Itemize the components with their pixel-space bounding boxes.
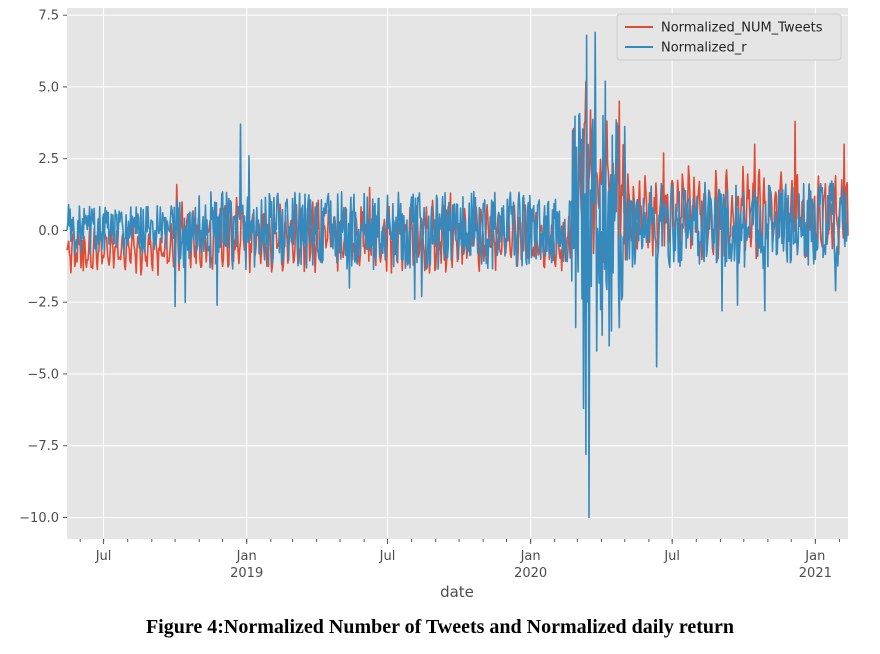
x-tick-year-label: 2021 <box>799 566 832 581</box>
y-tick-label: 5.0 <box>38 80 59 95</box>
y-tick-label: −5.0 <box>27 367 59 382</box>
legend-entry-label: Normalized_NUM_Tweets <box>661 21 823 36</box>
legend: Normalized_NUM_Tweets Normalized_r <box>616 13 842 61</box>
line-chart: 7.5 5.0 2.5 0.0 −2.5 −5.0 −7.5 −10.0 Jul Jan 2019… <box>19 8 849 601</box>
series-line-normalized-r <box>66 31 849 519</box>
y-tick-label: −7.5 <box>27 439 59 454</box>
y-tick-label: 7.5 <box>38 9 59 24</box>
x-tick-year-label: 2019 <box>230 566 263 581</box>
x-tick-label: Jan <box>520 549 541 564</box>
x-axis-label: date <box>440 583 474 601</box>
x-axis-ticks: Jul Jan 2019 Jul Jan 2020 Jul Jan 2021 <box>79 539 840 581</box>
legend-box <box>616 13 842 61</box>
x-tick-label: Jul <box>95 549 112 564</box>
chart-figure: 7.5 5.0 2.5 0.0 −2.5 −5.0 −7.5 −10.0 Jul Jan 2019… <box>19 8 849 601</box>
y-tick-label: 2.5 <box>38 152 59 167</box>
legend-entry-label: Normalized_r <box>661 41 747 56</box>
y-axis-ticks: 7.5 5.0 2.5 0.0 −2.5 −5.0 −7.5 −10.0 <box>19 9 67 526</box>
y-tick-label: −2.5 <box>27 296 59 311</box>
y-tick-label: −10.0 <box>19 511 59 526</box>
x-tick-year-label: 2020 <box>514 566 547 581</box>
x-tick-label: Jan <box>236 549 257 564</box>
series-lines <box>66 31 849 519</box>
x-tick-label: Jul <box>663 549 680 564</box>
y-tick-label: 0.0 <box>38 224 59 239</box>
plot-area <box>67 8 848 539</box>
x-tick-label: Jul <box>379 549 396 564</box>
figure-caption: Figure 4:Normalized Number of Tweets and… <box>145 616 735 638</box>
grid-lines <box>67 8 848 539</box>
x-tick-label: Jan <box>804 549 825 564</box>
